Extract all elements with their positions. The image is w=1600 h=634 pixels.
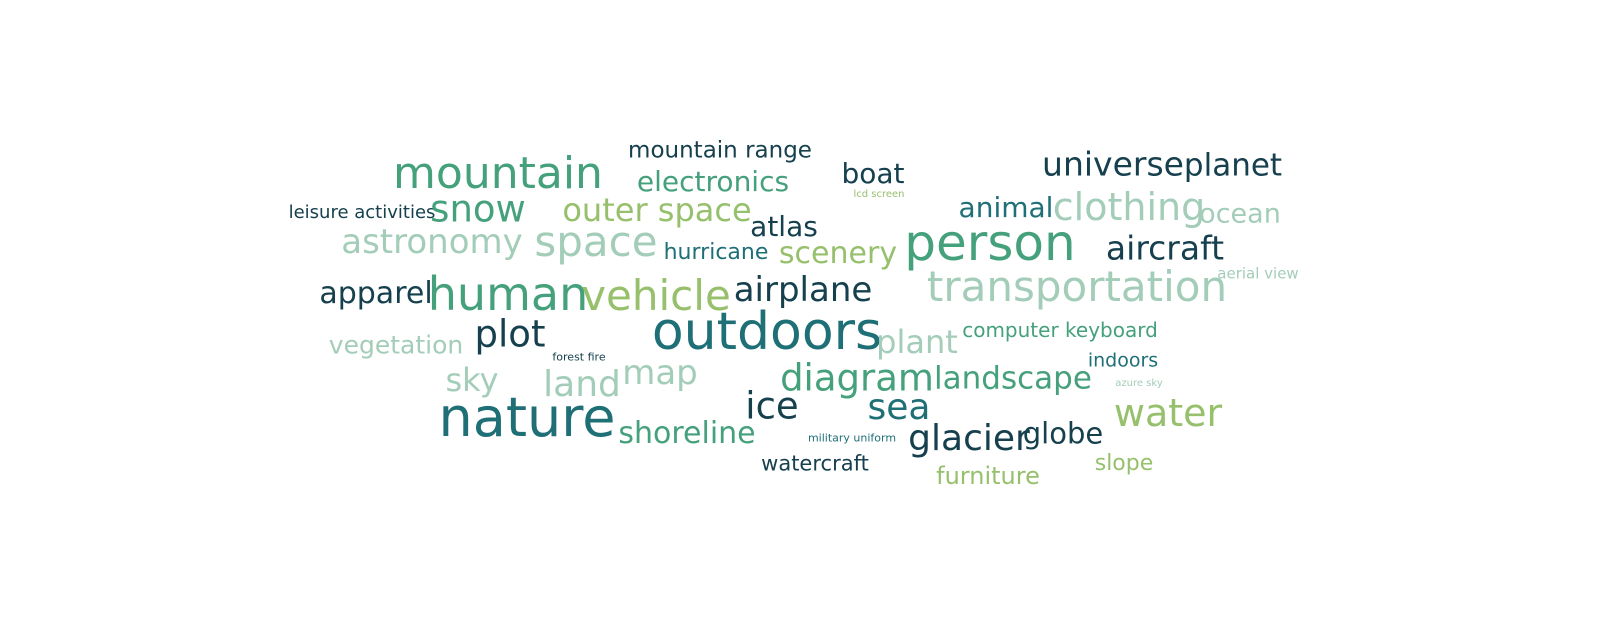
word-watercraft: watercraft — [761, 451, 869, 476]
word-astronomy: astronomy — [341, 222, 523, 262]
word-globe: globe — [1022, 416, 1104, 451]
word-aerial-view: aerial view — [1217, 264, 1299, 283]
word-landscape: landscape — [934, 360, 1092, 397]
word-electronics: electronics — [636, 165, 790, 198]
word-planet: planet — [1183, 147, 1283, 184]
word-universe: universe — [1042, 144, 1184, 184]
word-forest-fire: forest fire — [552, 350, 606, 364]
word-scenery: scenery — [778, 236, 898, 271]
word-leisure-activities: leisure activities — [288, 202, 436, 223]
word-sea: sea — [867, 387, 931, 428]
word-animal: animal — [958, 191, 1054, 224]
word-outer-space: outer space — [562, 191, 752, 229]
word-map: map — [622, 353, 698, 393]
word-indoors: indoors — [1087, 349, 1159, 372]
word-vegetation: vegetation — [328, 330, 464, 360]
word-apparel: apparel — [319, 276, 433, 311]
word-outdoors: outdoors — [651, 302, 883, 362]
word-nature: nature — [438, 386, 616, 449]
word-mountain: mountain — [393, 148, 603, 199]
word-furniture: furniture — [936, 462, 1040, 490]
word-space: space — [534, 217, 658, 266]
word-military-uniform: military uniform — [807, 431, 897, 445]
word-shoreline: shoreline — [618, 416, 756, 451]
word-hurricane: hurricane — [663, 240, 769, 265]
word-vehicle: vehicle — [581, 271, 731, 320]
word-clothing: clothing — [1052, 185, 1206, 229]
word-snow: snow — [430, 187, 526, 231]
word-water: water — [1113, 391, 1223, 435]
word-plant: plant — [876, 323, 958, 361]
word-airplane: airplane — [733, 270, 873, 310]
word-boat: boat — [841, 157, 905, 190]
word-diagram: diagram — [780, 356, 934, 400]
word-azure-sky: azure sky — [1115, 378, 1163, 389]
word-sky: sky — [445, 361, 499, 399]
word-lcd-screen: lcd screen — [853, 189, 905, 200]
word-human: human — [427, 267, 589, 321]
word-ice: ice — [745, 384, 799, 428]
word-land: land — [543, 364, 621, 405]
word-person: person — [904, 214, 1076, 272]
word-slope: slope — [1094, 451, 1154, 476]
word-transportation: transportation — [926, 262, 1228, 311]
word-atlas: atlas — [750, 210, 818, 243]
word-aircraft: aircraft — [1105, 228, 1225, 268]
word-glacier: glacier — [908, 418, 1030, 459]
word-mountain-range: mountain range — [628, 137, 812, 164]
word-computer-keyboard: computer keyboard — [962, 318, 1158, 342]
word-ocean: ocean — [1199, 198, 1281, 230]
word-plot: plot — [474, 312, 546, 356]
